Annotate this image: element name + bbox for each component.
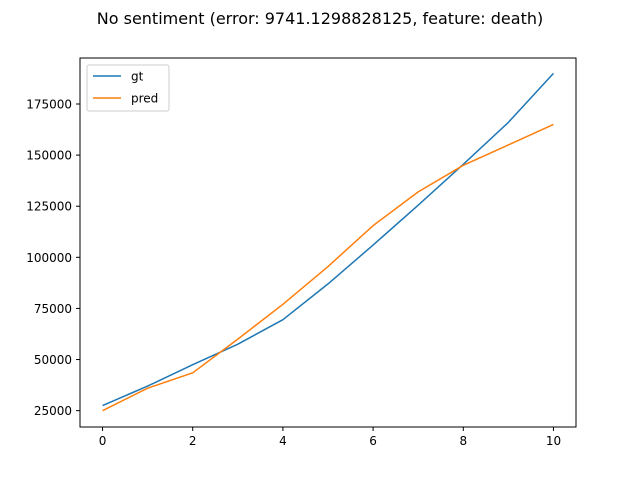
legend-label-pred: pred xyxy=(131,92,158,106)
x-tick-label: 0 xyxy=(99,434,107,448)
chart-title: No sentiment (error: 9741.1298828125, fe… xyxy=(97,9,543,28)
y-tick-label: 125000 xyxy=(26,200,72,214)
y-tick-label: 175000 xyxy=(26,97,72,111)
y-tick-label: 25000 xyxy=(34,404,72,418)
y-tick-label: 50000 xyxy=(34,353,72,367)
x-tick-label: 2 xyxy=(189,434,197,448)
plot-frame xyxy=(79,57,577,428)
x-axis: 0 2 4 6 8 10 xyxy=(99,427,561,448)
series-line-gt xyxy=(102,72,555,407)
legend: gt pred xyxy=(86,64,170,112)
y-tick-label: 100000 xyxy=(26,251,72,265)
series-line-pred xyxy=(102,123,554,412)
legend-label-gt: gt xyxy=(131,70,144,84)
x-tick-label: 8 xyxy=(459,434,467,448)
y-axis: 25000 50000 75000 100000 125000 150000 175000 xyxy=(26,97,80,418)
x-tick-label: 4 xyxy=(279,434,287,448)
y-tick-label: 150000 xyxy=(26,149,72,163)
x-tick-label: 10 xyxy=(546,434,561,448)
x-tick-label: 6 xyxy=(369,434,377,448)
series-layer xyxy=(102,72,555,412)
y-tick-label: 75000 xyxy=(34,302,72,316)
plot-area xyxy=(79,57,577,428)
